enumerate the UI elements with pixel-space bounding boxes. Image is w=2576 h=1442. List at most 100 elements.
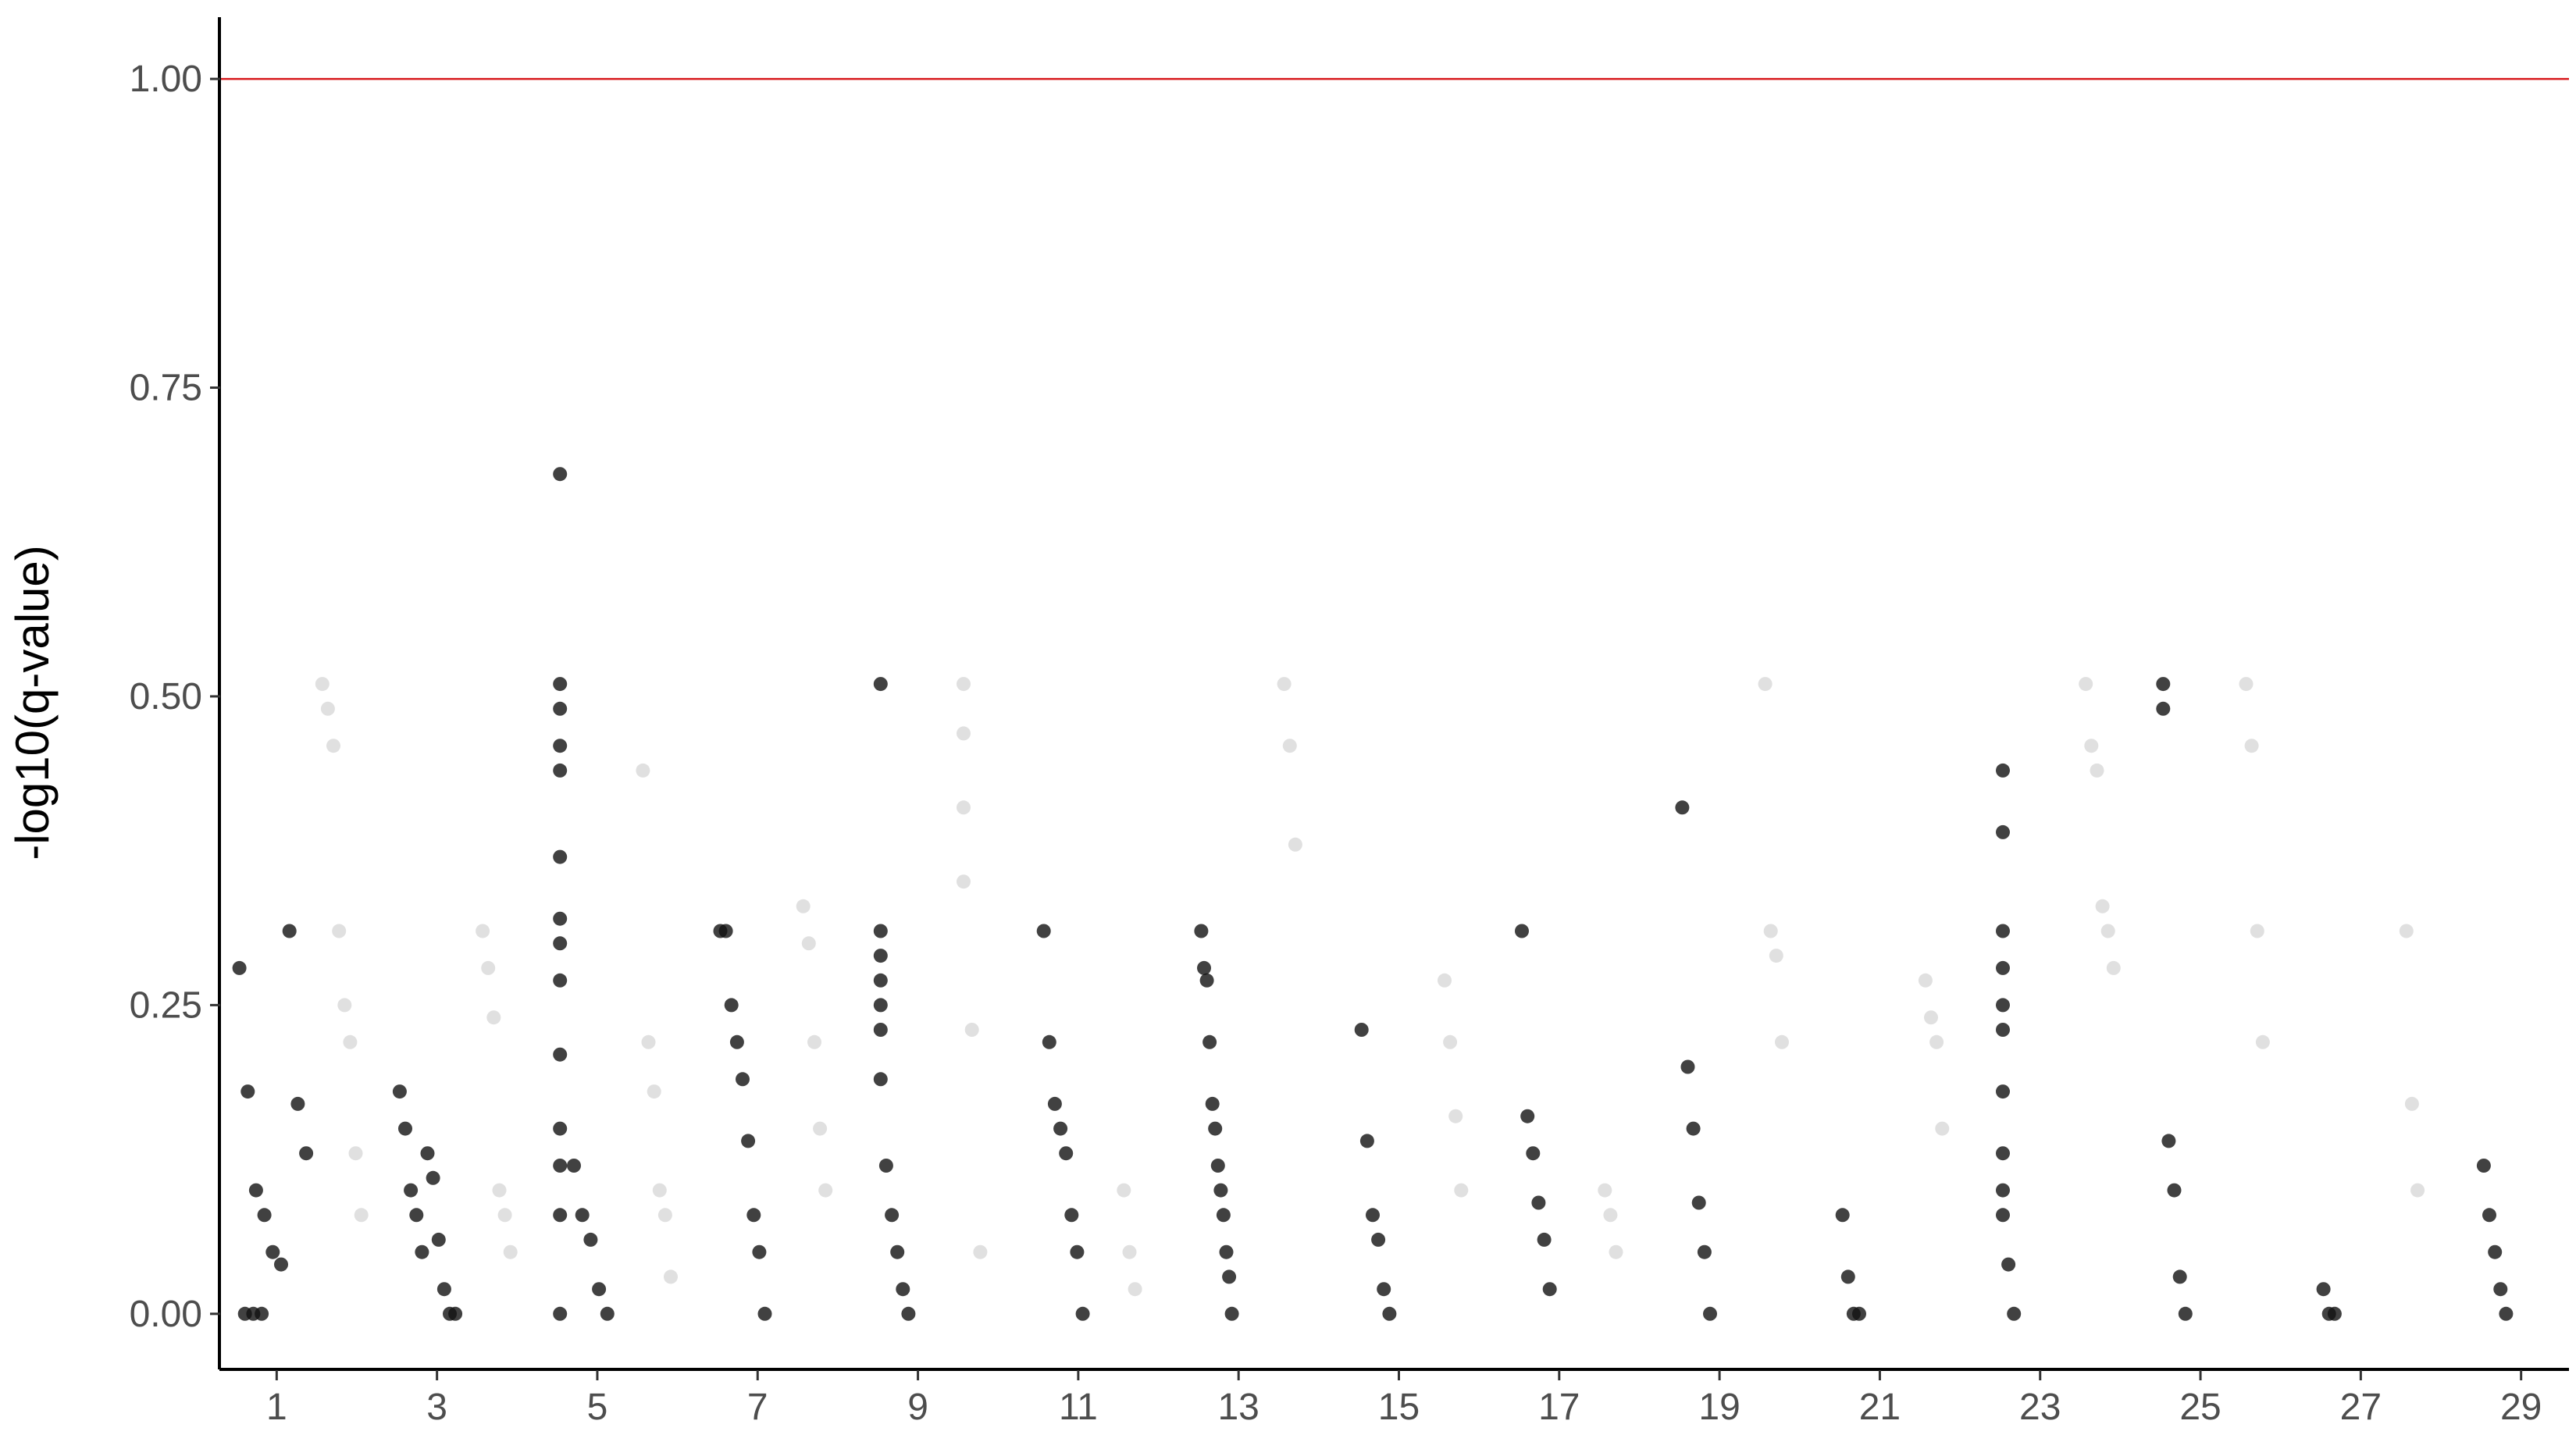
data-point (415, 1244, 429, 1259)
data-point (973, 1244, 988, 1259)
data-point (2090, 763, 2104, 778)
data-point (1224, 1306, 1239, 1321)
data-point (404, 1183, 419, 1198)
data-point (1354, 1023, 1369, 1037)
data-point (553, 739, 568, 753)
x-tick-label: 21 (1859, 1387, 1901, 1428)
data-point (2482, 1208, 2496, 1223)
data-point (2007, 1306, 2022, 1321)
data-point (2178, 1306, 2193, 1321)
data-point (1542, 1282, 1557, 1297)
data-point (255, 1306, 269, 1321)
data-point (476, 924, 490, 938)
data-point (1042, 1034, 1056, 1049)
data-point (757, 1306, 772, 1321)
data-point (1924, 1010, 1938, 1025)
data-point (796, 899, 811, 913)
data-point (1205, 1096, 1220, 1111)
y-tick-label: 1.00 (130, 59, 202, 100)
data-point (1371, 1232, 1386, 1247)
x-tick-label: 23 (2019, 1387, 2061, 1428)
data-point (1047, 1096, 1062, 1111)
data-point (1996, 1023, 2010, 1037)
data-point (2084, 739, 2099, 753)
data-point (600, 1306, 615, 1321)
data-point (2244, 739, 2259, 753)
x-tick-label: 25 (2179, 1387, 2221, 1428)
data-point (2167, 1183, 2182, 1198)
data-point (1377, 1282, 1391, 1297)
data-point (2079, 677, 2093, 692)
data-point (436, 1282, 451, 1297)
data-point (553, 763, 568, 778)
data-point (1117, 1183, 1131, 1198)
data-point (2488, 1244, 2503, 1259)
data-point (1680, 1059, 1695, 1074)
data-point (492, 1183, 507, 1198)
data-point (2399, 924, 2414, 938)
x-tick-label: 9 (907, 1387, 928, 1428)
data-point (890, 1244, 905, 1259)
data-point (553, 1159, 568, 1173)
data-point (746, 1208, 761, 1223)
data-point (1686, 1121, 1701, 1136)
data-point (1852, 1306, 1866, 1321)
data-point (873, 1072, 888, 1087)
data-point (1996, 1208, 2010, 1223)
data-point (1996, 1183, 2010, 1198)
data-point (567, 1159, 581, 1173)
data-point (348, 1146, 363, 1161)
data-point (957, 874, 971, 889)
data-point (1537, 1232, 1552, 1247)
data-point (724, 998, 739, 1013)
data-point (1199, 973, 1214, 988)
data-point (409, 1208, 424, 1223)
data-point (315, 677, 330, 692)
data-point (248, 1183, 263, 1198)
data-point (1208, 1121, 1223, 1136)
data-point (957, 677, 971, 692)
data-point (1382, 1306, 1397, 1321)
data-point (431, 1232, 446, 1247)
data-point (1210, 1159, 1225, 1173)
data-point (1438, 973, 1452, 988)
data-point (807, 1034, 821, 1049)
data-point (1835, 1208, 1850, 1223)
data-point (2499, 1306, 2514, 1321)
data-point (1197, 960, 1211, 975)
data-point (1070, 1244, 1085, 1259)
data-point (232, 960, 247, 975)
data-point (957, 726, 971, 741)
data-point (2156, 701, 2171, 716)
data-point (1053, 1121, 1068, 1136)
data-point (1359, 1134, 1374, 1148)
data-point (553, 1047, 568, 1062)
data-point (2476, 1159, 2491, 1173)
x-tick-label: 1 (266, 1387, 287, 1428)
x-tick-label: 11 (1059, 1387, 1098, 1428)
x-tick-label: 3 (426, 1387, 447, 1428)
y-axis-title: -log10(q-value) (6, 545, 59, 860)
data-point (1996, 998, 2010, 1013)
data-point (2327, 1306, 2342, 1321)
data-point (1769, 949, 1783, 963)
data-point (257, 1208, 272, 1223)
data-point (1996, 924, 2010, 938)
data-point (2100, 924, 2115, 938)
data-point (1515, 924, 1529, 938)
data-point (964, 1023, 979, 1037)
data-point (486, 1010, 501, 1025)
data-point (553, 1121, 568, 1136)
data-point (1036, 924, 1051, 938)
x-tick-label: 15 (1378, 1387, 1420, 1428)
data-point (1703, 1306, 1717, 1321)
x-tick-label: 17 (1538, 1387, 1580, 1428)
data-point (2156, 677, 2171, 692)
data-point (1075, 1306, 1090, 1321)
data-point (1122, 1244, 1137, 1259)
data-point (337, 998, 352, 1013)
data-point (392, 1084, 407, 1099)
data-point (1996, 1084, 2010, 1099)
data-point (1758, 677, 1773, 692)
x-tick-label: 5 (587, 1387, 608, 1428)
